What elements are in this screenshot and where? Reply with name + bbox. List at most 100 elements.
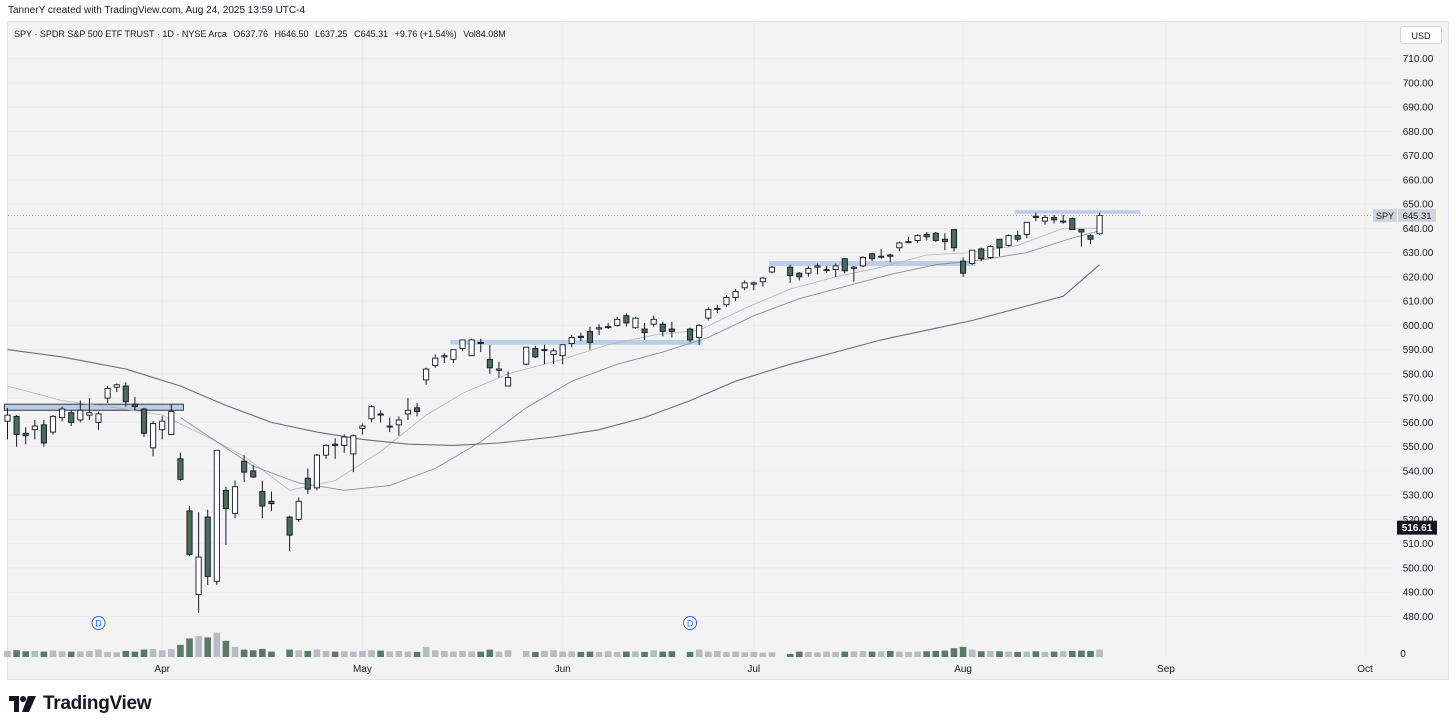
candle[interactable] (468, 338, 475, 357)
candle[interactable] (969, 249, 976, 265)
candle[interactable] (250, 464, 257, 479)
candle[interactable] (350, 434, 357, 473)
candle[interactable] (177, 452, 184, 481)
candle[interactable] (504, 371, 512, 387)
candle[interactable] (887, 253, 894, 263)
candle[interactable] (568, 335, 575, 348)
support-zone[interactable] (4, 403, 184, 411)
candle[interactable] (1069, 217, 1076, 231)
candle[interactable] (1032, 212, 1039, 222)
candle[interactable] (577, 332, 584, 342)
candle[interactable] (495, 361, 502, 378)
candle[interactable] (687, 327, 694, 343)
candle[interactable] (960, 257, 967, 277)
candle[interactable] (1078, 229, 1085, 247)
candle[interactable] (86, 398, 93, 420)
candle[interactable] (659, 321, 666, 337)
candle[interactable] (814, 263, 821, 275)
tradingview-logo[interactable]: TradingView (9, 692, 152, 716)
candle[interactable] (322, 444, 330, 459)
candle[interactable] (168, 404, 175, 435)
candle[interactable] (395, 416, 402, 436)
candle[interactable] (941, 233, 948, 251)
candle[interactable] (850, 265, 857, 282)
candle[interactable] (286, 515, 293, 551)
candle[interactable] (605, 322, 612, 330)
candle[interactable] (878, 248, 885, 259)
candle[interactable] (805, 265, 812, 277)
candle[interactable] (823, 265, 830, 274)
support-zone[interactable] (450, 339, 703, 345)
candle[interactable] (632, 316, 639, 330)
candle[interactable] (787, 264, 794, 283)
candle[interactable] (796, 272, 803, 281)
dividend-marker[interactable]: D (683, 616, 698, 630)
candle[interactable] (723, 295, 730, 308)
currency-button[interactable]: USD (1400, 26, 1442, 44)
candle[interactable] (1005, 234, 1012, 247)
candle[interactable] (641, 322, 648, 340)
candle[interactable] (222, 486, 229, 545)
candle[interactable] (259, 480, 266, 519)
candle[interactable] (1060, 215, 1067, 224)
candle[interactable] (268, 491, 275, 511)
candle[interactable] (441, 353, 448, 363)
candle[interactable] (13, 415, 20, 447)
dividend-marker[interactable]: D (91, 616, 106, 630)
candle[interactable] (140, 407, 148, 437)
candle[interactable] (432, 354, 439, 368)
candle[interactable] (359, 423, 366, 435)
candle[interactable] (213, 449, 220, 585)
candle[interactable] (750, 281, 757, 291)
candle[interactable] (341, 434, 348, 453)
candle[interactable] (932, 231, 939, 242)
candle[interactable] (768, 265, 776, 274)
candle[interactable] (332, 438, 339, 459)
candle[interactable] (241, 455, 248, 482)
candle[interactable] (59, 406, 66, 422)
candle[interactable] (304, 468, 311, 494)
candle[interactable] (905, 236, 912, 244)
candle[interactable] (623, 313, 630, 327)
candle[interactable] (978, 247, 985, 262)
candle[interactable] (377, 410, 384, 423)
candle[interactable] (696, 324, 703, 345)
candle[interactable] (31, 419, 38, 440)
candle[interactable] (714, 304, 721, 314)
candle[interactable] (195, 512, 202, 613)
candle[interactable] (596, 324, 603, 336)
candle[interactable] (104, 386, 111, 403)
candle[interactable] (4, 407, 11, 440)
candle[interactable] (896, 241, 903, 252)
candle[interactable] (705, 307, 712, 321)
candle[interactable] (668, 321, 675, 338)
candle[interactable] (832, 263, 839, 277)
candle[interactable] (1096, 212, 1103, 236)
candle[interactable] (987, 245, 994, 259)
candle[interactable] (923, 231, 930, 241)
candle[interactable] (450, 349, 457, 363)
symbol-legend[interactable]: SPY · SPDR S&P 500 ETF TRUST · 1D · NYSE… (14, 29, 510, 39)
candle[interactable] (413, 402, 421, 417)
candle[interactable] (204, 509, 211, 585)
candle[interactable] (1041, 215, 1049, 225)
candle[interactable] (313, 453, 320, 491)
support-zone[interactable] (1014, 210, 1141, 214)
candle[interactable] (113, 383, 120, 393)
candle[interactable] (996, 238, 1003, 257)
candle[interactable] (532, 345, 539, 359)
candle[interactable] (22, 427, 29, 445)
support-zone[interactable] (768, 261, 976, 266)
candle[interactable] (1051, 215, 1058, 224)
candle[interactable] (231, 480, 239, 519)
candle[interactable] (68, 410, 75, 427)
candle[interactable] (49, 415, 57, 435)
candle[interactable] (186, 506, 193, 556)
candle[interactable] (122, 382, 129, 407)
candle[interactable] (741, 280, 748, 291)
candle[interactable] (614, 316, 621, 327)
candle[interactable] (77, 400, 84, 423)
candle[interactable] (732, 288, 739, 302)
candle[interactable] (386, 417, 393, 433)
candle[interactable] (40, 419, 47, 447)
